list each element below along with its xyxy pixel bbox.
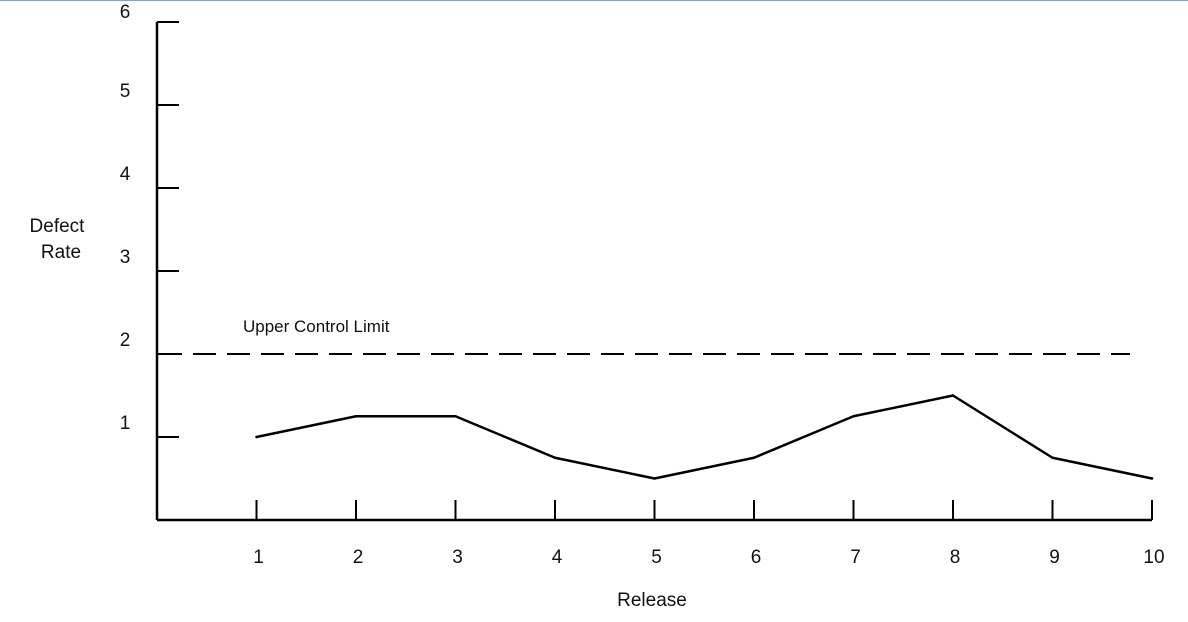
data-point-release-3: [454, 415, 457, 418]
x-tick-label-3: 3: [452, 547, 463, 568]
x-tick-label-4: 4: [552, 547, 563, 568]
x-tick-label-6: 6: [751, 547, 762, 568]
data-point-release-5: [653, 477, 656, 480]
data-point-release-6: [752, 456, 756, 459]
x-axis-label: Release: [617, 590, 687, 611]
y-tick-label-2: 2: [120, 330, 131, 351]
data-point-release-10: [1150, 477, 1154, 480]
upper-control-limit-label: Upper Control Limit: [243, 317, 390, 336]
x-tick-label-9: 9: [1049, 547, 1060, 568]
x-tick-label-2: 2: [353, 547, 364, 568]
y-tick-label-3: 3: [120, 247, 131, 268]
defect-rate-series-line: [255, 394, 1154, 480]
y-tick-label-5: 5: [120, 81, 131, 102]
y-axis-label-line2: Rate: [41, 242, 81, 263]
data-point-release-2: [354, 415, 358, 418]
x-tick-label-8: 8: [950, 547, 961, 568]
x-tick-label-1: 1: [253, 547, 264, 568]
data-point-release-9: [1051, 456, 1054, 459]
x-tick-label-5: 5: [651, 547, 662, 568]
x-tick-label-7: 7: [850, 547, 861, 568]
y-tick-label-1: 1: [120, 413, 131, 434]
y-axis-label-line1: Defect: [30, 216, 86, 237]
data-point-release-7: [852, 415, 855, 418]
x-tick-label-10: 10: [1143, 547, 1164, 568]
data-point-release-1: [255, 435, 258, 439]
data-point-release-8: [951, 394, 955, 397]
y-tick-label-4: 4: [120, 164, 131, 185]
top-border: [0, 0, 1188, 1]
data-point-release-4: [553, 456, 557, 459]
y-tick-label-6: 6: [120, 2, 131, 23]
